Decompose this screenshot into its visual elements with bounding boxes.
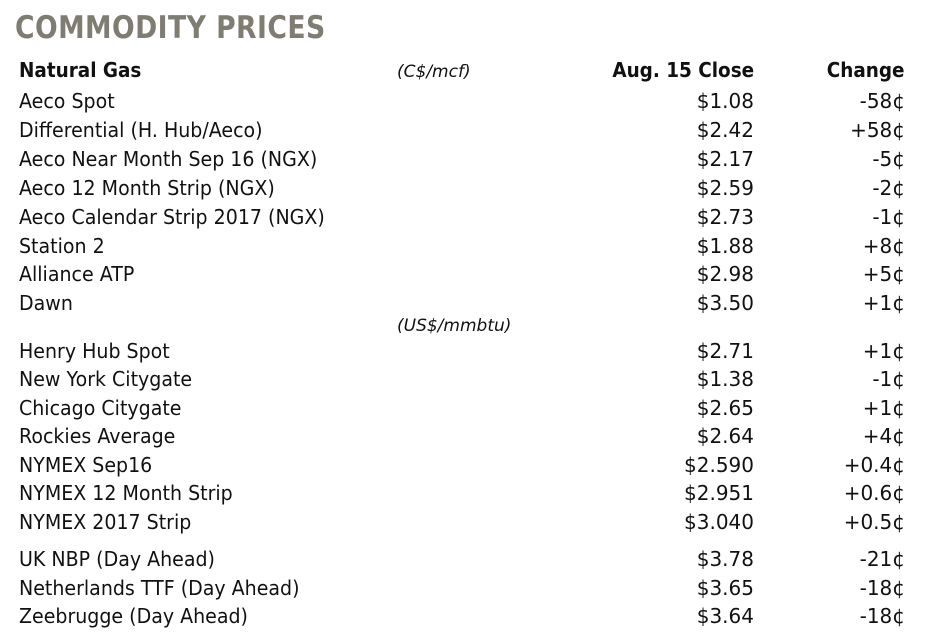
row-name: Dawn xyxy=(19,291,73,315)
row-change: -1¢ xyxy=(872,367,905,391)
row-name: Aeco Near Month Sep 16 (NGX) xyxy=(19,147,318,171)
close-header: Aug. 15 Close xyxy=(612,58,754,82)
row-close: $3.65 xyxy=(696,576,754,600)
row-change: +1¢ xyxy=(862,291,905,315)
row-name: New York Citygate xyxy=(19,367,193,391)
table-row: Differential (H. Hub/Aeco) $2.42 +58¢ xyxy=(0,116,928,144)
row-close: $2.590 xyxy=(684,453,754,477)
row-change: +0.6¢ xyxy=(843,481,905,505)
row-change: -18¢ xyxy=(859,604,905,628)
table-row: NYMEX Sep16 $2.590 +0.4¢ xyxy=(0,451,928,479)
row-name: NYMEX 2017 Strip xyxy=(19,510,192,534)
row-close: $2.951 xyxy=(684,481,754,505)
row-close: $2.71 xyxy=(696,339,754,363)
row-change: +0.4¢ xyxy=(843,453,905,477)
row-change: -58¢ xyxy=(859,89,905,113)
row-name: Aeco Calendar Strip 2017 (NGX) xyxy=(19,205,325,229)
row-close: $3.040 xyxy=(684,510,754,534)
table-row: New York Citygate $1.38 -1¢ xyxy=(0,365,928,393)
table-row: Rockies Average $2.64 +4¢ xyxy=(0,422,928,450)
table-row: Alliance ATP $2.98 +5¢ xyxy=(0,260,928,288)
row-change: +1¢ xyxy=(862,339,905,363)
row-change: -1¢ xyxy=(872,205,905,229)
natural-gas-header: Natural Gas xyxy=(19,58,142,82)
row-change: +0.5¢ xyxy=(843,510,905,534)
row-close: $2.42 xyxy=(696,118,754,142)
row-close: $2.17 xyxy=(696,147,754,171)
row-close: $2.59 xyxy=(696,176,754,200)
table-row: Netherlands TTF (Day Ahead) $3.65 -18¢ xyxy=(0,574,928,602)
row-name: Netherlands TTF (Day Ahead) xyxy=(19,576,300,600)
row-close: $2.98 xyxy=(696,262,754,286)
row-close: $1.88 xyxy=(696,234,754,258)
row-name: Henry Hub Spot xyxy=(19,339,170,363)
row-name: Station 2 xyxy=(19,234,105,258)
row-close: $2.65 xyxy=(696,396,754,420)
row-close: $3.64 xyxy=(696,604,754,628)
row-close: $3.78 xyxy=(696,547,754,571)
row-name: Aeco Spot xyxy=(19,89,115,113)
row-name: Zeebrugge (Day Ahead) xyxy=(19,604,248,628)
table-row: Station 2 $1.88 +8¢ xyxy=(0,232,928,260)
table-row: Aeco Calendar Strip 2017 (NGX) $2.73 -1¢ xyxy=(0,203,928,231)
table-row: Aeco 12 Month Strip (NGX) $2.59 -2¢ xyxy=(0,174,928,202)
row-close: $1.08 xyxy=(696,89,754,113)
row-name: Differential (H. Hub/Aeco) xyxy=(19,118,263,142)
row-name: UK NBP (Day Ahead) xyxy=(19,547,215,571)
unit-usd: (US$/mmbtu) xyxy=(397,316,512,336)
row-close: $2.64 xyxy=(696,424,754,448)
table-row: UK NBP (Day Ahead) $3.78 -21¢ xyxy=(0,545,928,573)
table-row: Zeebrugge (Day Ahead) $3.64 -18¢ xyxy=(0,602,928,630)
page-title: COMMODITY PRICES xyxy=(15,10,326,46)
change-header: Change xyxy=(827,58,905,82)
row-close: $3.50 xyxy=(696,291,754,315)
row-name: Chicago Citygate xyxy=(19,396,182,420)
row-name: NYMEX 12 Month Strip xyxy=(19,481,233,505)
table-row: NYMEX 12 Month Strip $2.951 +0.6¢ xyxy=(0,479,928,507)
row-change: +58¢ xyxy=(850,118,905,142)
row-change: +1¢ xyxy=(862,396,905,420)
row-change: -5¢ xyxy=(872,147,905,171)
row-name: Alliance ATP xyxy=(19,262,135,286)
row-change: +8¢ xyxy=(862,234,905,258)
row-change: -2¢ xyxy=(872,176,905,200)
table-row: Dawn $3.50 +1¢ xyxy=(0,289,928,317)
row-name: Rockies Average xyxy=(19,424,176,448)
row-close: $1.38 xyxy=(696,367,754,391)
row-close: $2.73 xyxy=(696,205,754,229)
table-row: NYMEX 2017 Strip $3.040 +0.5¢ xyxy=(0,508,928,536)
table-row: Henry Hub Spot $2.71 +1¢ xyxy=(0,337,928,365)
row-name: Aeco 12 Month Strip (NGX) xyxy=(19,176,275,200)
row-change: +5¢ xyxy=(862,262,905,286)
row-change: -18¢ xyxy=(859,576,905,600)
table-row: Aeco Spot $1.08 -58¢ xyxy=(0,87,928,115)
table-row: Aeco Near Month Sep 16 (NGX) $2.17 -5¢ xyxy=(0,145,928,173)
row-change: -21¢ xyxy=(859,547,905,571)
row-change: +4¢ xyxy=(862,424,905,448)
row-name: NYMEX Sep16 xyxy=(19,453,153,477)
unit-cad: (C$/mcf) xyxy=(397,62,471,82)
table-row: Chicago Citygate $2.65 +1¢ xyxy=(0,394,928,422)
